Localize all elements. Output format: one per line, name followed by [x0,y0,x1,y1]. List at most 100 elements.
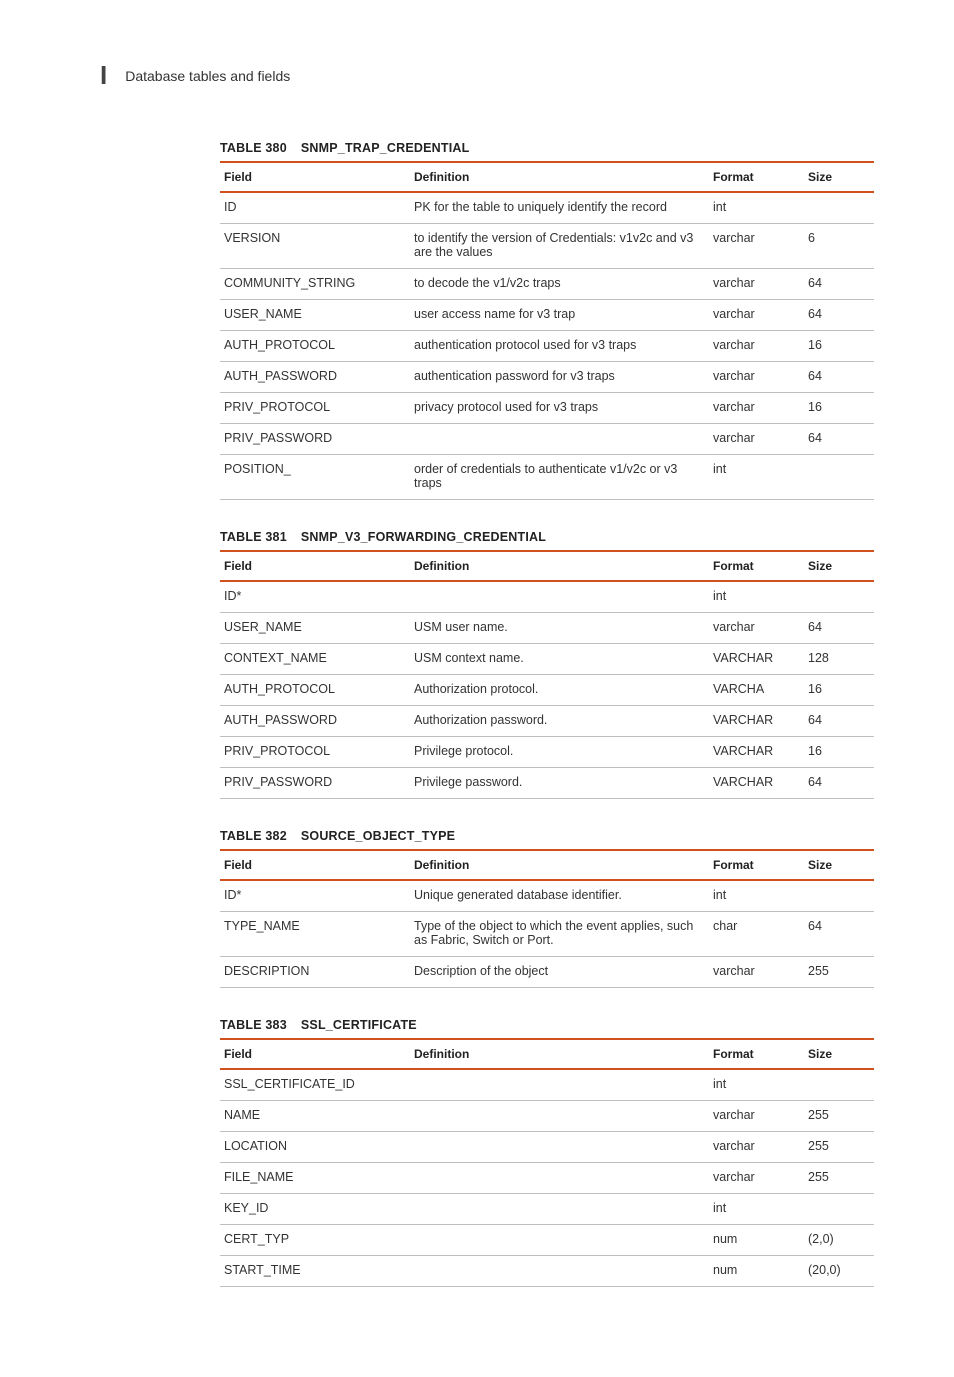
cell-definition [410,1101,709,1132]
cell-field: PRIV_PASSWORD [220,768,410,799]
table-row: USER_NAMEuser access name for v3 trapvar… [220,300,874,331]
cell-field: TYPE_NAME [220,912,410,957]
cell-definition: Privilege protocol. [410,737,709,768]
cell-definition: authentication protocol used for v3 trap… [410,331,709,362]
cell-size: 64 [804,912,874,957]
cell-size: 64 [804,768,874,799]
cell-field: DESCRIPTION [220,957,410,988]
table-block: TABLE 381 SNMP_V3_FORWARDING_CREDENTIAL Fi… [220,530,874,799]
cell-format: varchar [709,393,804,424]
cell-definition: order of credentials to authenticate v1/… [410,455,709,500]
cell-field: FILE_NAME [220,1163,410,1194]
cell-definition: Type of the object to which the event ap… [410,912,709,957]
cell-field: KEY_ID [220,1194,410,1225]
table-row: AUTH_PROTOCOLauthentication protocol use… [220,331,874,362]
cell-size: 64 [804,706,874,737]
cell-format: varchar [709,957,804,988]
cell-size: 255 [804,1101,874,1132]
cell-format: num [709,1225,804,1256]
cell-size: 16 [804,675,874,706]
cell-format: varchar [709,1163,804,1194]
column-header: Field [220,551,410,581]
cell-size [804,1069,874,1101]
cell-size: 16 [804,737,874,768]
cell-definition [410,581,709,613]
data-table: FieldDefinitionFormatSizeIDPK for the ta… [220,161,874,500]
table-row: AUTH_PASSWORDAuthorization password.VARC… [220,706,874,737]
column-header: Field [220,1039,410,1069]
table-row: KEY_ID int [220,1194,874,1225]
cell-field: COMMUNITY_STRING [220,269,410,300]
cell-format: varchar [709,300,804,331]
cell-format: varchar [709,362,804,393]
cell-format: char [709,912,804,957]
cell-definition: user access name for v3 trap [410,300,709,331]
column-header: Format [709,551,804,581]
cell-size: 64 [804,300,874,331]
cell-format: int [709,192,804,224]
cell-size: (20,0) [804,1256,874,1287]
column-header: Definition [410,551,709,581]
cell-size [804,192,874,224]
table-row: FILE_NAME varchar255 [220,1163,874,1194]
column-header: Format [709,850,804,880]
table-row: PRIV_PASSWORDPrivilege password.VARCHAR6… [220,768,874,799]
table-row: COMMUNITY_STRINGto decode the v1/v2c tra… [220,269,874,300]
column-header: Definition [410,1039,709,1069]
table-caption: TABLE 381 SNMP_V3_FORWARDING_CREDENTIAL [220,530,874,544]
table-name: SNMP_V3_FORWARDING_CREDENTIAL [301,530,546,544]
cell-definition [410,1256,709,1287]
cell-definition: to decode the v1/v2c traps [410,269,709,300]
table-row: VERSIONto identify the version of Creden… [220,224,874,269]
cell-definition: USM user name. [410,613,709,644]
cell-field: ID* [220,581,410,613]
table-row: LOCATIONvarchar255 [220,1132,874,1163]
cell-definition: Authorization protocol. [410,675,709,706]
table-row: SSL_CERTIFICATE_IDint [220,1069,874,1101]
cell-format: int [709,1194,804,1225]
table-number: TABLE 381 [220,530,287,544]
table-row: AUTH_PASSWORDauthentication password for… [220,362,874,393]
cell-format: VARCHAR [709,768,804,799]
table-name: SOURCE_OBJECT_TYPE [301,829,455,843]
table-row: DESCRIPTIONDescription of the objectvarc… [220,957,874,988]
cell-size: 16 [804,331,874,362]
cell-size [804,455,874,500]
table-number: TABLE 382 [220,829,287,843]
table-number: TABLE 380 [220,141,287,155]
cell-field: ID* [220,880,410,912]
cell-definition [410,1194,709,1225]
table-row: TYPE_NAMEType of the object to which the… [220,912,874,957]
cell-definition [410,424,709,455]
cell-definition: Privilege password. [410,768,709,799]
cell-size: 255 [804,1163,874,1194]
cell-format: varchar [709,269,804,300]
cell-definition: Authorization password. [410,706,709,737]
data-table: FieldDefinitionFormatSizeID*Unique gener… [220,849,874,988]
cell-size: 64 [804,269,874,300]
cell-format: varchar [709,424,804,455]
cell-field: VERSION [220,224,410,269]
cell-definition: to identify the version of Credentials: … [410,224,709,269]
cell-size: 64 [804,613,874,644]
table-row: START_TIMEnum(20,0) [220,1256,874,1287]
cell-format: int [709,880,804,912]
cell-definition: authentication password for v3 traps [410,362,709,393]
column-header: Definition [410,162,709,192]
column-header: Size [804,551,874,581]
cell-size [804,581,874,613]
cell-size: 16 [804,393,874,424]
cell-definition: Unique generated database identifier. [410,880,709,912]
cell-field: CONTEXT_NAME [220,644,410,675]
appendix-letter: I [100,60,107,91]
cell-size [804,1194,874,1225]
cell-format: int [709,581,804,613]
column-header: Size [804,162,874,192]
table-block: TABLE 380SNMP_TRAP_CREDENTIALFieldDefini… [220,141,874,500]
cell-definition: PK for the table to uniquely identify th… [410,192,709,224]
cell-format: varchar [709,224,804,269]
cell-format: int [709,455,804,500]
column-header: Format [709,1039,804,1069]
cell-field: AUTH_PASSWORD [220,362,410,393]
table-block: TABLE 383SSL_CERTIFICATEFieldDefinitionF… [220,1018,874,1287]
